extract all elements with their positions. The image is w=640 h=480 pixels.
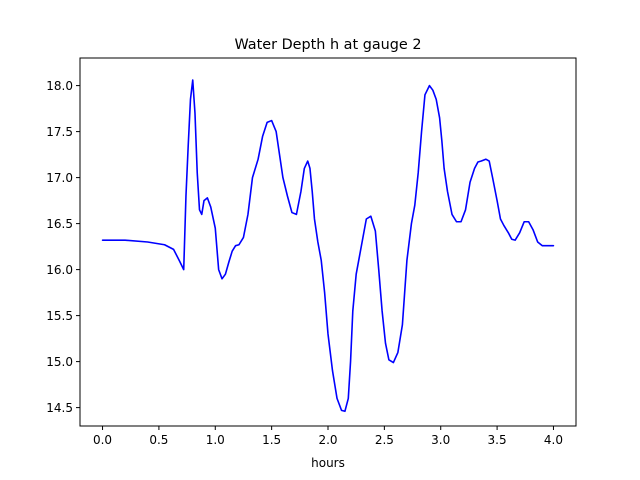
y-tick-label: 18.0 (46, 79, 73, 93)
series-line (101, 79, 555, 413)
x-tick-label: 0.0 (93, 433, 112, 447)
x-tick-label: 0.5 (149, 433, 168, 447)
y-tick-label: 15.0 (46, 355, 73, 369)
x-tick-label: 3.0 (431, 433, 450, 447)
y-tick-label: 17.0 (46, 171, 73, 185)
y-tick-label: 14.5 (46, 401, 73, 415)
x-tick-label: 1.5 (262, 433, 281, 447)
x-axis-label: hours (311, 456, 345, 470)
x-axis-ticks: 0.0 0.5 1.0 1.5 2.0 2.5 3.0 3.5 4.0 (93, 426, 563, 447)
y-tick-label: 15.5 (46, 309, 73, 323)
x-tick-label: 2.0 (318, 433, 337, 447)
chart-title: Water Depth h at gauge 2 (234, 37, 421, 53)
y-tick-label: 16.5 (46, 217, 73, 231)
y-tick-label: 16.0 (46, 263, 73, 277)
y-tick-label: 17.5 (46, 125, 73, 139)
x-tick-label: 3.5 (488, 433, 507, 447)
x-tick-label: 2.5 (375, 433, 394, 447)
x-tick-label: 1.0 (206, 433, 225, 447)
y-axis-ticks: 14.5 15.0 15.5 16.0 16.5 17.0 17.5 18.0 (46, 79, 80, 415)
x-tick-label: 4.0 (544, 433, 563, 447)
